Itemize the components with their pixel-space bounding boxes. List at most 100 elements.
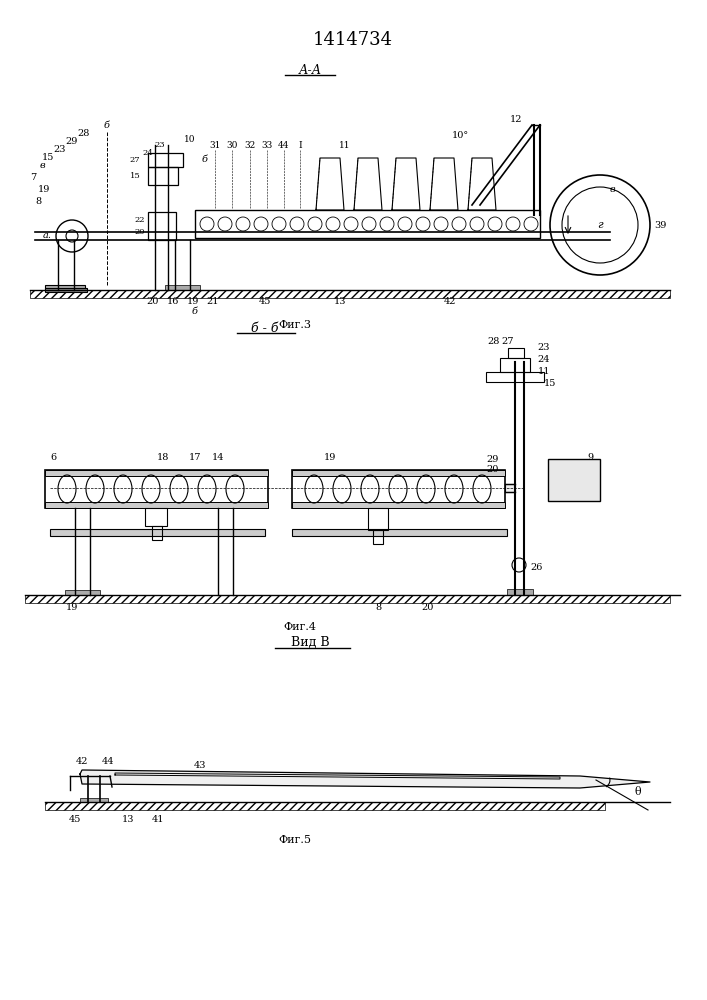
Text: в: в — [39, 161, 45, 170]
Bar — [368, 508, 388, 530]
Text: 20: 20 — [487, 466, 499, 475]
Text: 24: 24 — [143, 149, 153, 157]
Text: 31: 31 — [209, 140, 221, 149]
Text: в: в — [609, 186, 615, 194]
Bar — [548, 459, 600, 501]
Text: 9: 9 — [587, 452, 593, 462]
Text: 45: 45 — [259, 298, 271, 306]
Bar — [148, 212, 176, 240]
Text: б: б — [192, 308, 198, 316]
Bar — [45, 470, 268, 476]
Bar — [145, 508, 167, 526]
Text: 8: 8 — [375, 602, 381, 611]
Bar — [45, 802, 605, 810]
Bar — [165, 285, 200, 290]
Text: 44: 44 — [102, 758, 115, 766]
Text: 17: 17 — [189, 454, 201, 462]
Text: б: б — [202, 155, 208, 164]
Text: 16: 16 — [167, 298, 179, 306]
Text: а.: а. — [42, 232, 52, 240]
Bar — [25, 595, 670, 603]
Bar — [50, 529, 265, 536]
Text: 28: 28 — [78, 129, 90, 138]
Text: 29: 29 — [66, 137, 78, 146]
Text: 11: 11 — [339, 140, 351, 149]
Text: 8: 8 — [35, 198, 41, 207]
Text: 19: 19 — [66, 602, 78, 611]
Text: 6: 6 — [50, 454, 56, 462]
Bar — [500, 358, 530, 372]
Text: 42: 42 — [444, 298, 456, 306]
Text: 15: 15 — [42, 153, 54, 162]
Text: 21: 21 — [206, 298, 219, 306]
Text: 15: 15 — [544, 379, 556, 388]
Bar — [65, 590, 100, 595]
Bar — [507, 589, 533, 595]
Bar — [45, 502, 268, 508]
Text: 44: 44 — [279, 140, 290, 149]
Text: 19: 19 — [37, 186, 50, 194]
Text: 7: 7 — [30, 174, 36, 182]
Text: I: I — [298, 140, 302, 149]
Text: θ: θ — [635, 787, 641, 797]
Text: 20: 20 — [147, 298, 159, 306]
Text: 13: 13 — [122, 816, 134, 824]
Text: Фиг.3: Фиг.3 — [279, 320, 312, 330]
Text: 28: 28 — [488, 338, 500, 347]
Text: 43: 43 — [194, 762, 206, 770]
Text: 29: 29 — [487, 456, 499, 464]
Bar — [148, 153, 183, 167]
Bar — [148, 167, 178, 185]
Bar — [45, 288, 87, 292]
Text: 19: 19 — [324, 454, 337, 462]
Text: 11: 11 — [538, 367, 550, 376]
Bar — [152, 526, 162, 540]
Text: 19: 19 — [187, 298, 199, 306]
Text: Фиг.5: Фиг.5 — [279, 835, 312, 845]
Bar — [373, 530, 383, 544]
Text: 23: 23 — [155, 141, 165, 149]
Bar — [195, 210, 540, 238]
Text: 45: 45 — [69, 816, 81, 824]
Text: 15: 15 — [129, 172, 141, 180]
Text: б: б — [104, 120, 110, 129]
Bar — [30, 290, 670, 298]
Text: 23: 23 — [538, 342, 550, 352]
Text: 27: 27 — [502, 338, 514, 347]
Text: 33: 33 — [262, 140, 273, 149]
Text: 26: 26 — [531, 562, 543, 572]
Text: 14: 14 — [212, 454, 224, 462]
Bar — [508, 348, 524, 358]
Text: 22: 22 — [135, 216, 145, 224]
Bar — [486, 372, 544, 382]
Bar — [45, 470, 268, 508]
Text: 10°: 10° — [452, 130, 469, 139]
Bar — [80, 798, 108, 802]
Text: Вид В: Вид В — [291, 636, 329, 648]
Bar — [292, 502, 505, 508]
Text: 39: 39 — [654, 221, 666, 230]
Text: б - б: б - б — [251, 322, 279, 334]
Text: г: г — [597, 220, 603, 230]
Bar — [292, 470, 505, 508]
Text: 10: 10 — [185, 135, 196, 144]
Text: 20: 20 — [422, 602, 434, 611]
Text: 23: 23 — [54, 145, 66, 154]
Text: 27: 27 — [129, 156, 140, 164]
Text: 30: 30 — [226, 140, 238, 149]
Polygon shape — [80, 770, 650, 788]
Text: Фиг.4: Фиг.4 — [284, 622, 317, 632]
Text: 24: 24 — [538, 356, 550, 364]
Text: 20: 20 — [135, 228, 145, 236]
Text: 41: 41 — [152, 816, 164, 824]
Bar — [45, 285, 85, 290]
Text: 1414734: 1414734 — [313, 31, 393, 49]
Bar — [292, 529, 507, 536]
Text: А-А: А-А — [298, 64, 322, 77]
Text: 18: 18 — [157, 454, 169, 462]
Text: 32: 32 — [245, 140, 256, 149]
Text: 42: 42 — [76, 758, 88, 766]
Text: 13: 13 — [334, 298, 346, 306]
Text: 12: 12 — [510, 115, 522, 124]
Bar — [505, 484, 515, 492]
